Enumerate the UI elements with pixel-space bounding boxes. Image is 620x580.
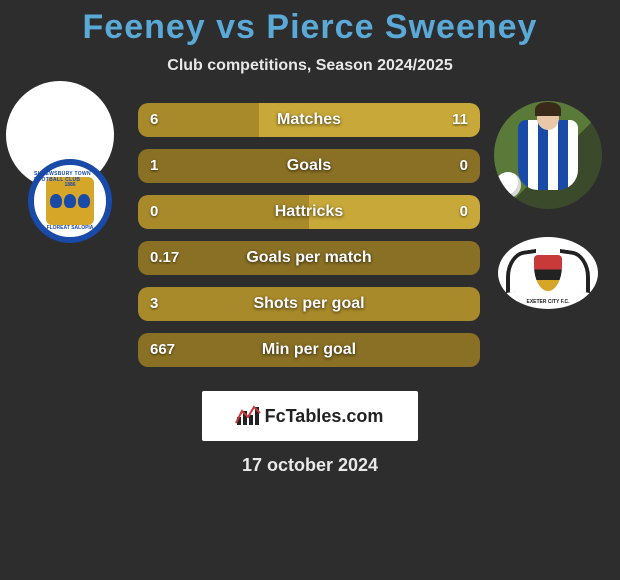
- stat-bars: 611Matches 10Goals 00Hattricks 0.17Goals pe…: [138, 103, 480, 379]
- stat-row: 611Matches: [138, 103, 480, 137]
- player-hair-icon: [535, 102, 561, 116]
- crest-year: 1886: [64, 182, 75, 188]
- stat-label: Goals: [138, 149, 480, 183]
- stat-row: 3Shots per goal: [138, 287, 480, 321]
- stat-row: 10Goals: [138, 149, 480, 183]
- page-subtitle: Club competitions, Season 2024/2025: [0, 57, 620, 75]
- crest-text: EXETER CITY F.C.: [527, 299, 570, 305]
- stat-label: Matches: [138, 103, 480, 137]
- player-shirt-icon: [518, 120, 578, 190]
- crest-oval-icon: EXETER CITY F.C.: [498, 237, 598, 309]
- crest-shield-icon: [534, 255, 562, 291]
- stat-label: Min per goal: [138, 333, 480, 367]
- page-title: Feeney vs Pierce Sweeney: [0, 0, 620, 47]
- comparison-panel: SHREWSBURY TOWN FOOTBALL CLUB 1886 FLORE…: [0, 103, 620, 383]
- wing-left-icon: [506, 249, 536, 293]
- crest-bottom-text: FLOREAT SALOPIA: [47, 225, 94, 231]
- wing-right-icon: [560, 249, 590, 293]
- player-right-avatar: [494, 101, 602, 209]
- lion-icon: [50, 194, 62, 208]
- stat-label: Hattricks: [138, 195, 480, 229]
- lion-icon: [78, 194, 90, 208]
- player-right-figure: [513, 110, 583, 200]
- stat-row: 00Hattricks: [138, 195, 480, 229]
- branding-badge: FcTables.com: [202, 391, 418, 441]
- club-crest-right: EXETER CITY F.C.: [498, 237, 598, 309]
- stat-label: Shots per goal: [138, 287, 480, 321]
- club-crest-left: SHREWSBURY TOWN FOOTBALL CLUB 1886 FLORE…: [28, 159, 112, 243]
- placeholder-silhouette: [6, 122, 114, 148]
- crest-ring-icon: SHREWSBURY TOWN FOOTBALL CLUB 1886 FLORE…: [28, 159, 112, 243]
- stat-row: 0.17Goals per match: [138, 241, 480, 275]
- branding-text: FcTables.com: [265, 406, 384, 427]
- lion-icon: [64, 194, 76, 208]
- stat-row: 667Min per goal: [138, 333, 480, 367]
- football-icon: [495, 172, 521, 198]
- footer-date: 17 october 2024: [0, 455, 620, 476]
- stat-label: Goals per match: [138, 241, 480, 275]
- bar-chart-icon: [237, 407, 259, 425]
